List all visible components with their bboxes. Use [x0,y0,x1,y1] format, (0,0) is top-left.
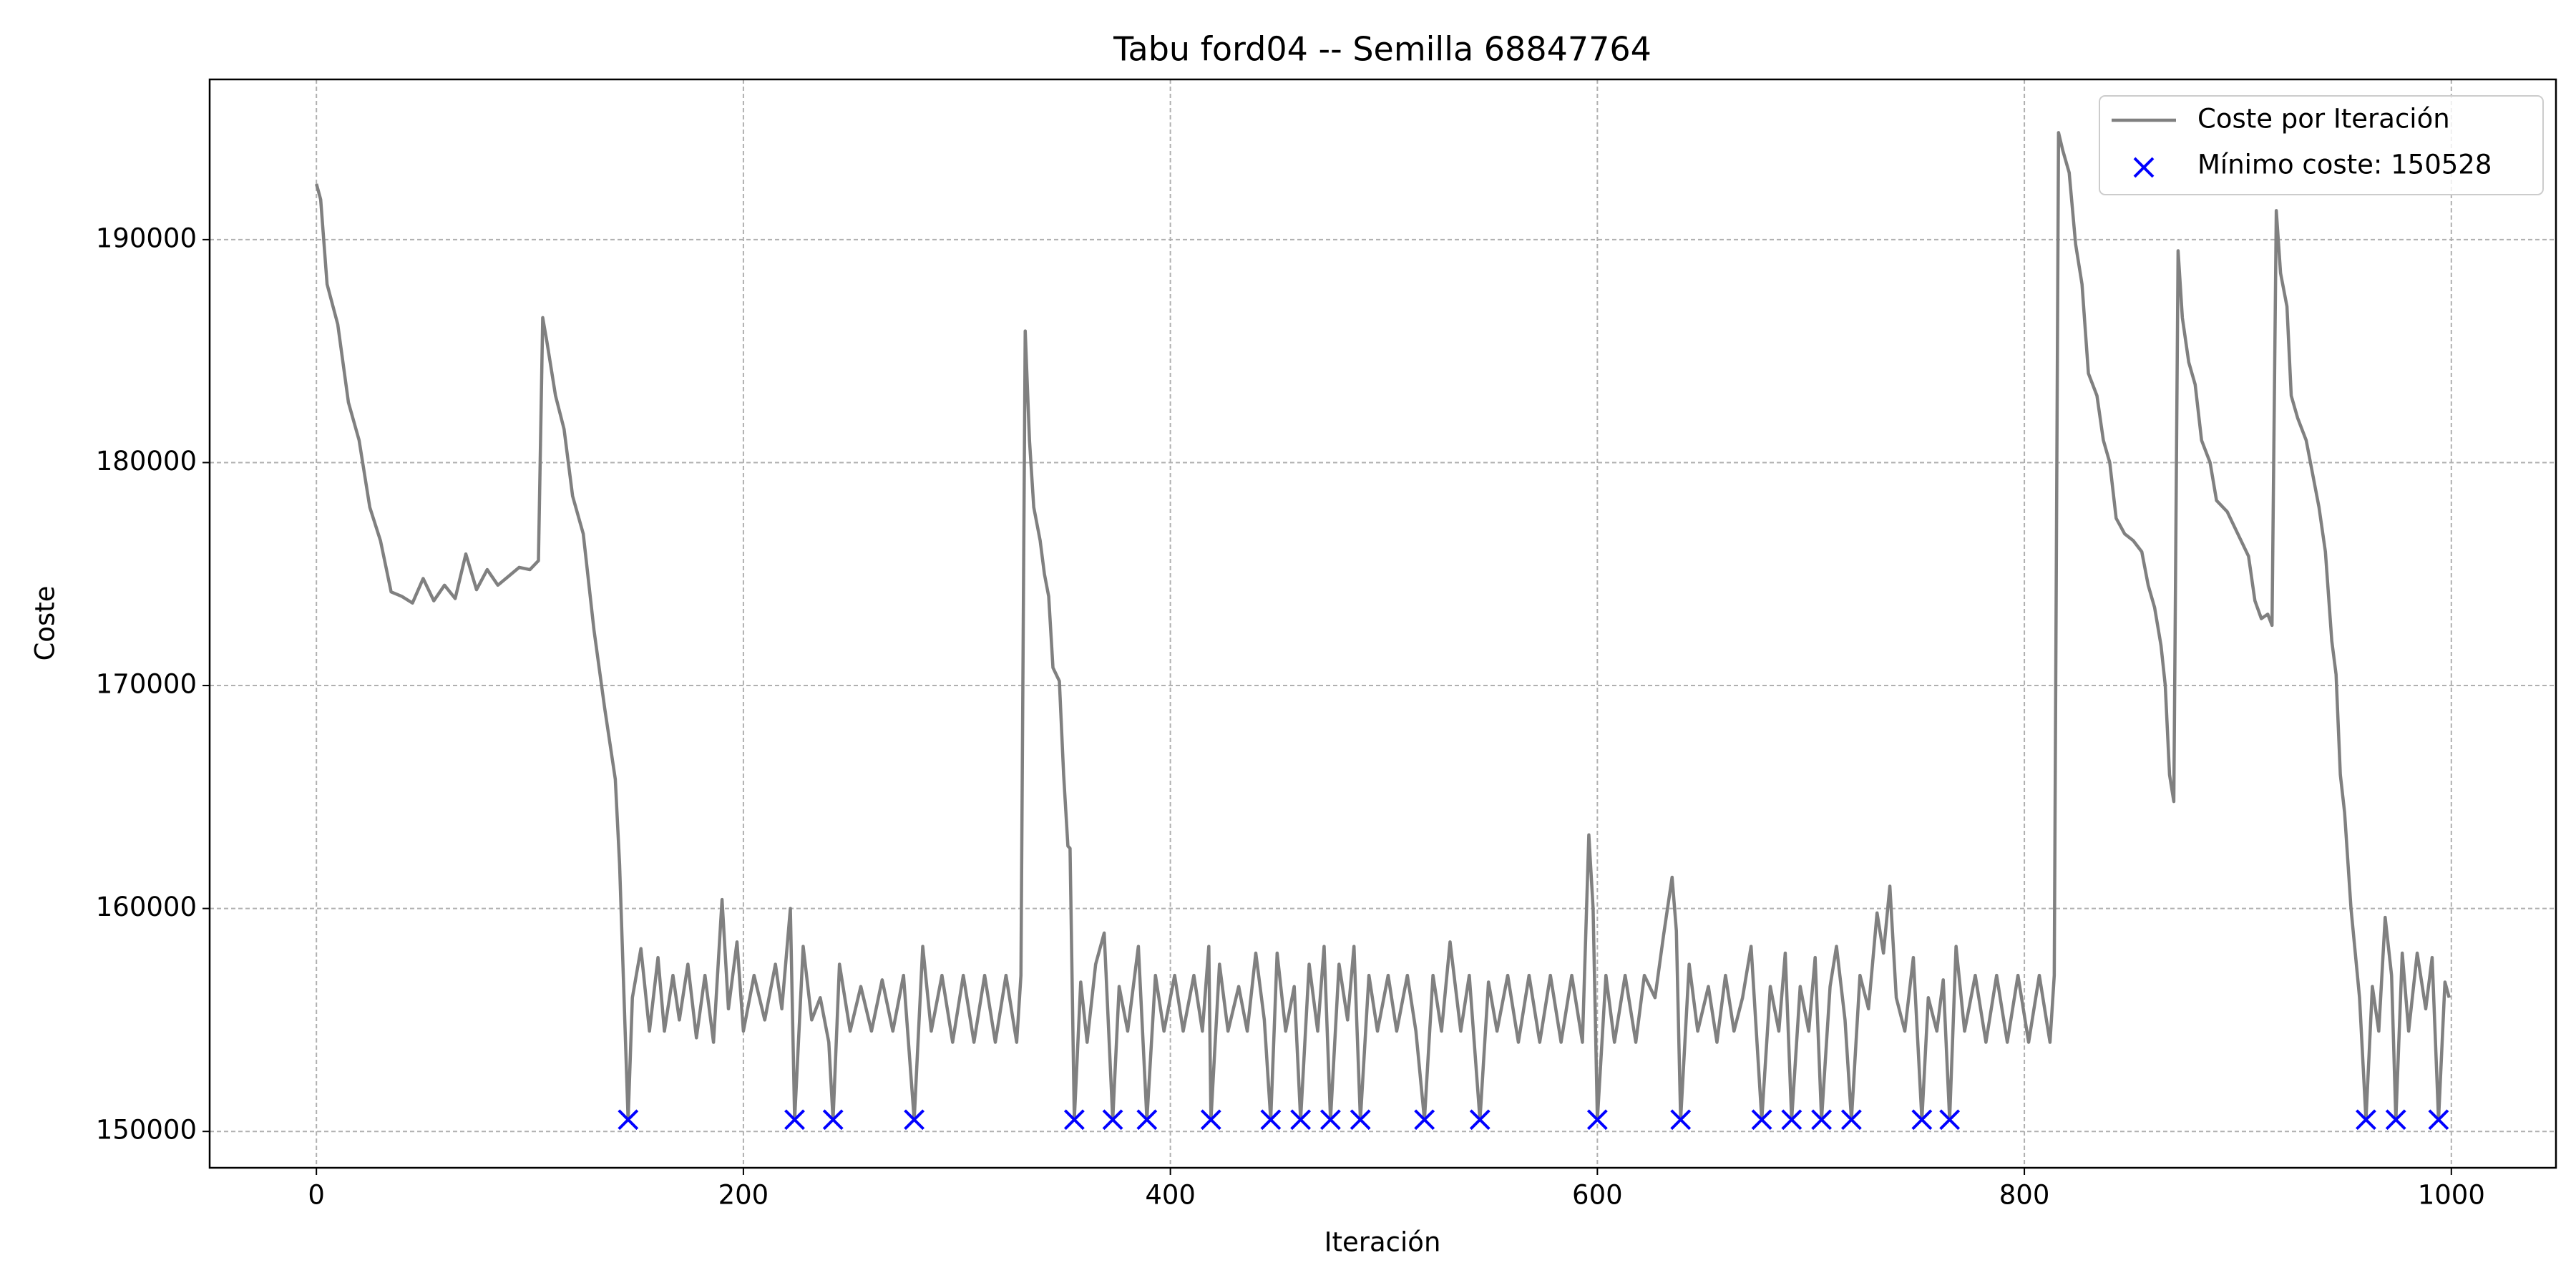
legend-label: Mínimo coste: 150528 [2197,150,2492,180]
min-marker [1586,1109,1608,1131]
min-marker [1751,1109,1772,1131]
y-tick-label: 160000 [96,892,197,922]
legend-box [2099,95,2544,195]
min-marker [1063,1109,1085,1131]
x-tick-label: 1000 [2418,1180,2485,1211]
min-marker [1200,1109,1221,1131]
min-marker [1260,1109,1282,1131]
min-marker [1911,1109,1933,1131]
y-tick-label: 180000 [96,446,197,477]
min-marker [1840,1109,1862,1131]
min-marker [1319,1109,1341,1131]
min-marker [1939,1109,1961,1131]
min-marker [1290,1109,1312,1131]
min-marker [784,1109,805,1131]
y-tick-label: 190000 [96,223,197,253]
legend-swatch [2133,157,2155,178]
min-marker [822,1109,844,1131]
min-marker [1414,1109,1435,1131]
min-marker [2356,1109,2376,1131]
min-marker [1102,1109,1123,1131]
chart-title: Tabu ford04 -- Semilla 68847764 [1113,30,1652,69]
min-marker [1350,1109,1371,1131]
y-tick-label: 170000 [96,669,197,700]
min-marker [1811,1109,1833,1131]
min-marker [904,1109,925,1131]
legend: Coste por Iteración Mínimo coste: 150528 [2099,95,2544,195]
min-marker [1781,1109,1802,1131]
x-tick-label: 0 [308,1180,325,1211]
y-axis-label: Coste [30,585,61,660]
x-tick-label: 200 [718,1180,769,1211]
legend-label: Coste por Iteración [2197,104,2450,135]
min-marker [1136,1109,1158,1131]
cost-line [315,131,2451,1122]
y-tick-label: 150000 [96,1115,197,1146]
x-tick-label: 800 [1999,1180,2050,1211]
min-marker [618,1109,639,1131]
min-marker [2428,1109,2449,1131]
min-marker [1670,1109,1692,1131]
x-tick-label: 400 [1145,1180,1196,1211]
plot-frame [208,78,2557,1169]
x-tick-label: 600 [1572,1180,1623,1211]
x-axis-label: Iteración [1324,1227,1441,1258]
min-marker [2385,1109,2406,1131]
min-marker [1469,1109,1491,1131]
